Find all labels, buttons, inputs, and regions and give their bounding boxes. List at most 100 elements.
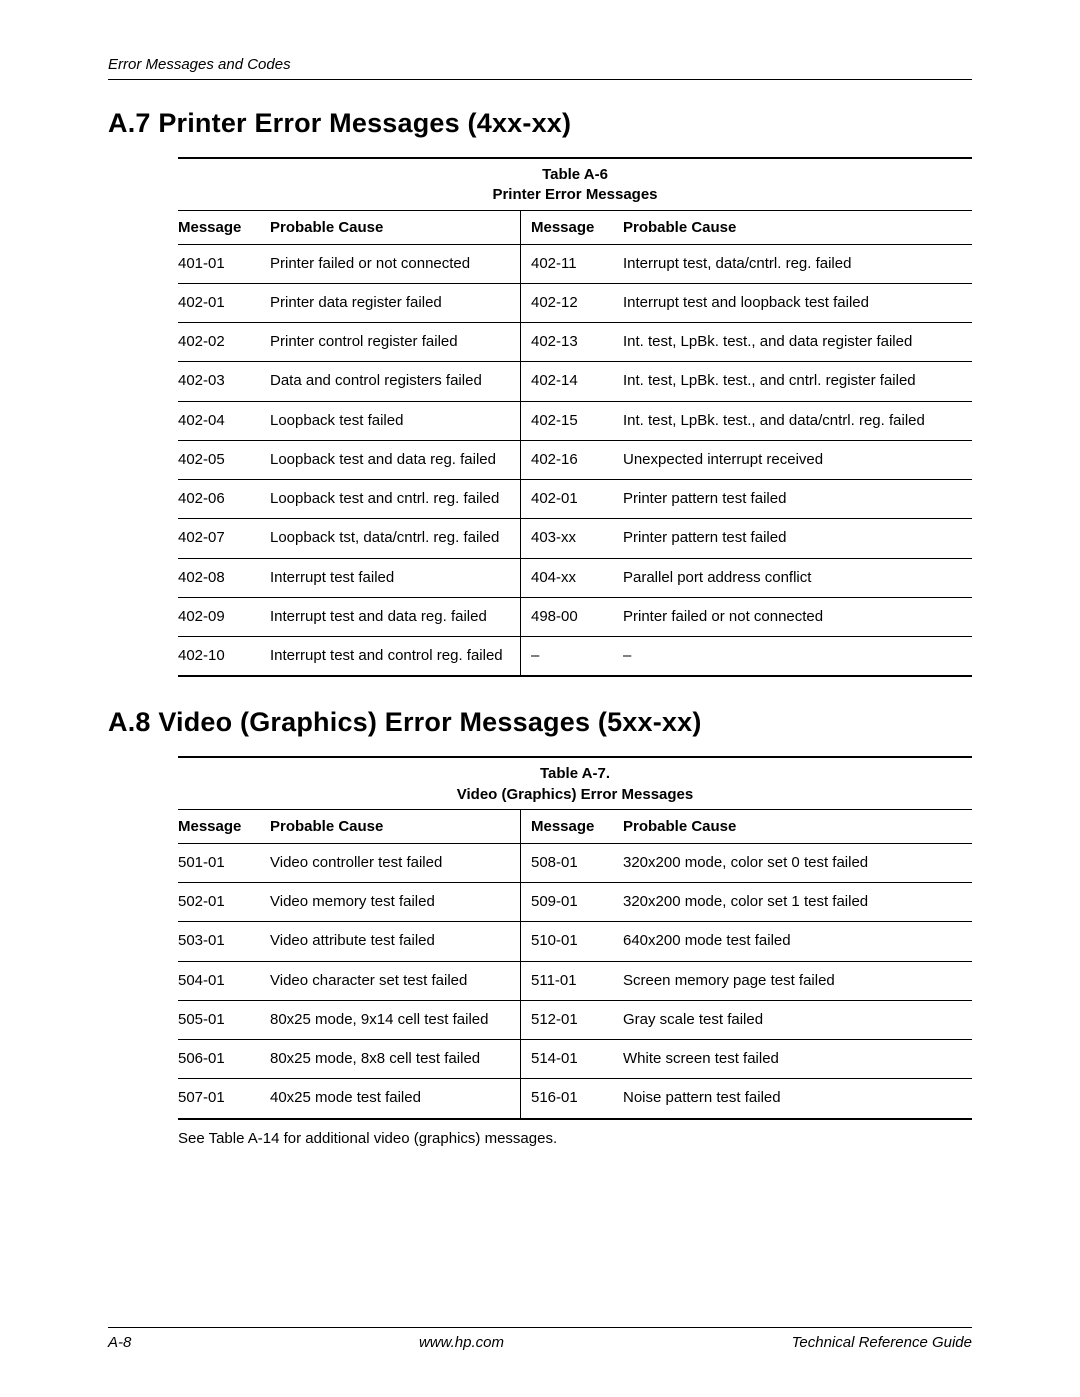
cell-message: 402-16 bbox=[521, 440, 624, 479]
table-row: 502-01Video memory test failed509-01320x… bbox=[178, 883, 972, 922]
cell-message: 507-01 bbox=[178, 1079, 270, 1119]
cell-cause: 320x200 mode, color set 1 test failed bbox=[623, 883, 972, 922]
table-row: 505-0180x25 mode, 9x14 cell test failed5… bbox=[178, 1000, 972, 1039]
cell-cause: 80x25 mode, 9x14 cell test failed bbox=[270, 1000, 521, 1039]
cell-cause: Loopback test and cntrl. reg. failed bbox=[270, 480, 521, 519]
cell-cause: Int. test, LpBk. test., and data/cntrl. … bbox=[623, 401, 972, 440]
cell-cause: Printer failed or not connected bbox=[623, 597, 972, 636]
table-row: 507-0140x25 mode test failed516-01Noise … bbox=[178, 1079, 972, 1119]
cell-cause: Printer control register failed bbox=[270, 323, 521, 362]
cell-message: 403-xx bbox=[521, 519, 624, 558]
table-row: 402-05Loopback test and data reg. failed… bbox=[178, 440, 972, 479]
col-message-1: Message bbox=[178, 809, 270, 843]
cell-message: 402-14 bbox=[521, 362, 624, 401]
cell-message: 501-01 bbox=[178, 843, 270, 882]
cell-cause: Printer failed or not connected bbox=[270, 244, 521, 283]
table-row: 402-09Interrupt test and data reg. faile… bbox=[178, 597, 972, 636]
col-message-2: Message bbox=[521, 210, 624, 244]
table-row: 402-10Interrupt test and control reg. fa… bbox=[178, 637, 972, 677]
table-a7-wrap: Table A-7. Video (Graphics) Error Messag… bbox=[178, 756, 972, 1119]
cell-message: 402-08 bbox=[178, 558, 270, 597]
cell-message: 402-05 bbox=[178, 440, 270, 479]
cell-message: 402-09 bbox=[178, 597, 270, 636]
table-row: 402-02Printer control register failed402… bbox=[178, 323, 972, 362]
section-a7-heading: A.7 Printer Error Messages (4xx-xx) bbox=[108, 108, 972, 139]
cell-cause: Int. test, LpBk. test., and cntrl. regis… bbox=[623, 362, 972, 401]
footer-doc-title: Technical Reference Guide bbox=[792, 1334, 972, 1351]
cell-cause: Loopback tst, data/cntrl. reg. failed bbox=[270, 519, 521, 558]
table-a6-caption-l1: Table A-6 bbox=[542, 166, 608, 183]
cell-message: 402-07 bbox=[178, 519, 270, 558]
cell-cause: 80x25 mode, 8x8 cell test failed bbox=[270, 1040, 521, 1079]
cell-cause: Video attribute test failed bbox=[270, 922, 521, 961]
cell-cause: – bbox=[623, 637, 972, 677]
table-a6-wrap: Table A-6 Printer Error Messages Message… bbox=[178, 157, 972, 677]
table-row: 402-01Printer data register failed402-12… bbox=[178, 283, 972, 322]
cell-message: 402-10 bbox=[178, 637, 270, 677]
cell-message: 402-02 bbox=[178, 323, 270, 362]
cell-message: 402-15 bbox=[521, 401, 624, 440]
table-a6: Message Probable Cause Message Probable … bbox=[178, 210, 972, 678]
cell-message: 402-12 bbox=[521, 283, 624, 322]
cell-message: 516-01 bbox=[521, 1079, 624, 1119]
cell-message: 402-13 bbox=[521, 323, 624, 362]
cell-cause: Int. test, LpBk. test., and data registe… bbox=[623, 323, 972, 362]
cell-cause: Video memory test failed bbox=[270, 883, 521, 922]
cell-cause: Video controller test failed bbox=[270, 843, 521, 882]
cell-message: 510-01 bbox=[521, 922, 624, 961]
cell-cause: Unexpected interrupt received bbox=[623, 440, 972, 479]
cell-message: 509-01 bbox=[521, 883, 624, 922]
col-message-2: Message bbox=[521, 809, 624, 843]
cell-cause: Loopback test failed bbox=[270, 401, 521, 440]
cell-cause: 640x200 mode test failed bbox=[623, 922, 972, 961]
cell-cause: Noise pattern test failed bbox=[623, 1079, 972, 1119]
col-message-1: Message bbox=[178, 210, 270, 244]
cell-cause: Parallel port address conflict bbox=[623, 558, 972, 597]
cell-cause: Interrupt test and loopback test failed bbox=[623, 283, 972, 322]
cell-cause: Interrupt test and data reg. failed bbox=[270, 597, 521, 636]
cell-message: 402-03 bbox=[178, 362, 270, 401]
table-row: 401-01Printer failed or not connected402… bbox=[178, 244, 972, 283]
col-cause-2: Probable Cause bbox=[623, 809, 972, 843]
cell-message: 402-04 bbox=[178, 401, 270, 440]
cell-cause: Loopback test and data reg. failed bbox=[270, 440, 521, 479]
header-rule bbox=[108, 79, 972, 80]
cell-message: 402-01 bbox=[521, 480, 624, 519]
table-row: 503-01Video attribute test failed510-016… bbox=[178, 922, 972, 961]
table-row: 402-08Interrupt test failed404-xxParalle… bbox=[178, 558, 972, 597]
footer-page-number: A-8 bbox=[108, 1334, 131, 1351]
table-a7-caption: Table A-7. Video (Graphics) Error Messag… bbox=[178, 756, 972, 805]
cell-cause: Gray scale test failed bbox=[623, 1000, 972, 1039]
footer-rule bbox=[108, 1327, 972, 1328]
cell-cause: Screen memory page test failed bbox=[623, 961, 972, 1000]
running-header: Error Messages and Codes bbox=[108, 56, 972, 73]
table-row: 402-03Data and control registers failed4… bbox=[178, 362, 972, 401]
cell-cause: Interrupt test and control reg. failed bbox=[270, 637, 521, 677]
cell-message: 402-11 bbox=[521, 244, 624, 283]
cell-message: 505-01 bbox=[178, 1000, 270, 1039]
cell-message: 402-01 bbox=[178, 283, 270, 322]
cell-cause: Interrupt test, data/cntrl. reg. failed bbox=[623, 244, 972, 283]
cell-message: 508-01 bbox=[521, 843, 624, 882]
cell-message: 404-xx bbox=[521, 558, 624, 597]
table-a6-header-row: Message Probable Cause Message Probable … bbox=[178, 210, 972, 244]
section-a8-heading: A.8 Video (Graphics) Error Messages (5xx… bbox=[108, 707, 972, 738]
cell-message: 401-01 bbox=[178, 244, 270, 283]
cell-message: – bbox=[521, 637, 624, 677]
col-cause-2: Probable Cause bbox=[623, 210, 972, 244]
col-cause-1: Probable Cause bbox=[270, 210, 521, 244]
table-a7-caption-l2: Video (Graphics) Error Messages bbox=[457, 786, 693, 803]
table-row: 402-06Loopback test and cntrl. reg. fail… bbox=[178, 480, 972, 519]
cell-cause: Interrupt test failed bbox=[270, 558, 521, 597]
cell-message: 498-00 bbox=[521, 597, 624, 636]
table-a7-header-row: Message Probable Cause Message Probable … bbox=[178, 809, 972, 843]
cell-cause: 40x25 mode test failed bbox=[270, 1079, 521, 1119]
cell-message: 503-01 bbox=[178, 922, 270, 961]
cell-message: 402-06 bbox=[178, 480, 270, 519]
cell-cause: Printer data register failed bbox=[270, 283, 521, 322]
table-row: 506-0180x25 mode, 8x8 cell test failed51… bbox=[178, 1040, 972, 1079]
cell-cause: Video character set test failed bbox=[270, 961, 521, 1000]
table-a6-caption: Table A-6 Printer Error Messages bbox=[178, 157, 972, 206]
cell-message: 512-01 bbox=[521, 1000, 624, 1039]
cell-cause: White screen test failed bbox=[623, 1040, 972, 1079]
